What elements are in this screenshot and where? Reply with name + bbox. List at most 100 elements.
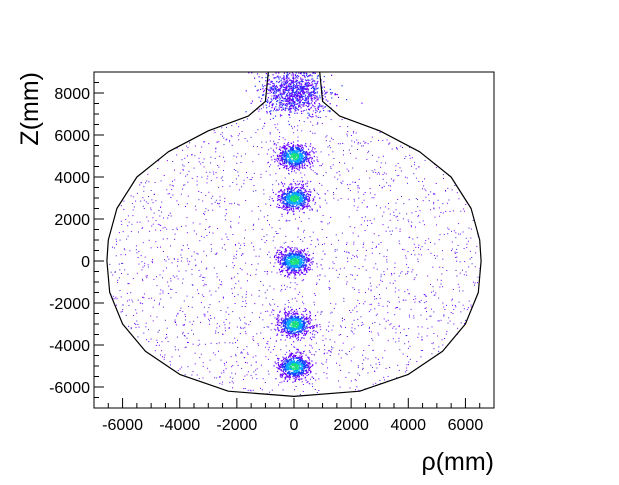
data-point [279,252,281,254]
data-point [392,282,394,284]
data-point [311,106,313,108]
data-point [398,296,400,298]
data-point [233,258,235,260]
data-point [251,242,253,244]
data-point [180,193,182,195]
data-point [277,100,279,102]
data-point [297,208,299,210]
data-point [239,267,241,269]
data-point [236,162,238,164]
data-point [296,191,298,193]
data-point [132,196,134,198]
data-point [240,244,242,246]
data-point [219,377,221,378]
data-point [306,182,308,184]
data-point [289,105,291,108]
data-point [235,170,237,171]
data-point [125,219,127,220]
data-point [294,257,296,259]
data-point [301,198,303,200]
data-point [141,261,143,263]
data-point [296,79,298,82]
data-point [264,122,266,124]
data-point [300,266,302,268]
data-point [210,250,212,252]
data-point [323,86,325,88]
data-point [349,190,351,191]
data-point [450,312,452,313]
data-point [321,184,323,186]
data-point [299,82,301,84]
data-point [455,232,457,234]
data-point [220,359,222,361]
data-point [285,262,287,264]
data-point [456,248,458,250]
data-point [235,257,237,259]
data-point [280,159,282,161]
data-point [299,91,301,93]
data-point [375,314,377,316]
data-point [275,88,277,90]
data-point [284,208,286,211]
data-point [465,237,467,239]
data-point [322,215,324,216]
data-point [290,199,292,201]
data-point [236,361,238,363]
data-point [475,252,477,254]
data-point [287,206,289,208]
data-point [194,155,196,157]
data-point [408,237,410,239]
data-point [281,381,283,383]
data-point [182,311,184,313]
data-point [409,154,411,156]
data-point [288,94,290,96]
data-point [464,261,466,262]
data-point [271,86,273,88]
data-point [270,113,272,115]
data-point [423,185,425,187]
data-point [283,208,285,211]
data-point [330,217,332,218]
data-point [277,256,279,258]
data-point [357,256,358,258]
data-point [223,244,225,246]
data-point [286,200,288,202]
data-point [270,304,272,306]
data-point [448,317,450,319]
data-point [290,156,292,158]
data-point [217,228,219,229]
data-point [114,271,116,273]
data-point [255,374,257,376]
data-point [299,192,302,194]
data-point [128,325,129,327]
data-point [202,362,204,364]
data-point [301,261,303,264]
data-point [289,274,291,276]
data-point [238,133,240,135]
data-point [150,190,152,191]
data-point [222,296,224,298]
data-point [282,77,284,79]
data-point [316,238,318,240]
data-point [275,231,277,233]
data-point [301,200,303,202]
data-point [261,141,263,143]
data-point [330,302,332,304]
data-point [471,263,473,265]
data-point [398,301,400,303]
data-point [290,93,292,95]
data-point [194,352,196,354]
data-point [127,235,129,237]
data-point [291,72,293,74]
data-point [284,262,286,264]
data-point [378,334,380,336]
data-point [288,172,289,174]
data-point [158,210,160,211]
data-point [308,204,310,206]
data-point [315,108,317,110]
data-point [394,262,396,264]
data-point [264,271,266,272]
data-point [301,280,303,282]
data-point [202,277,204,278]
data-point [298,254,300,256]
